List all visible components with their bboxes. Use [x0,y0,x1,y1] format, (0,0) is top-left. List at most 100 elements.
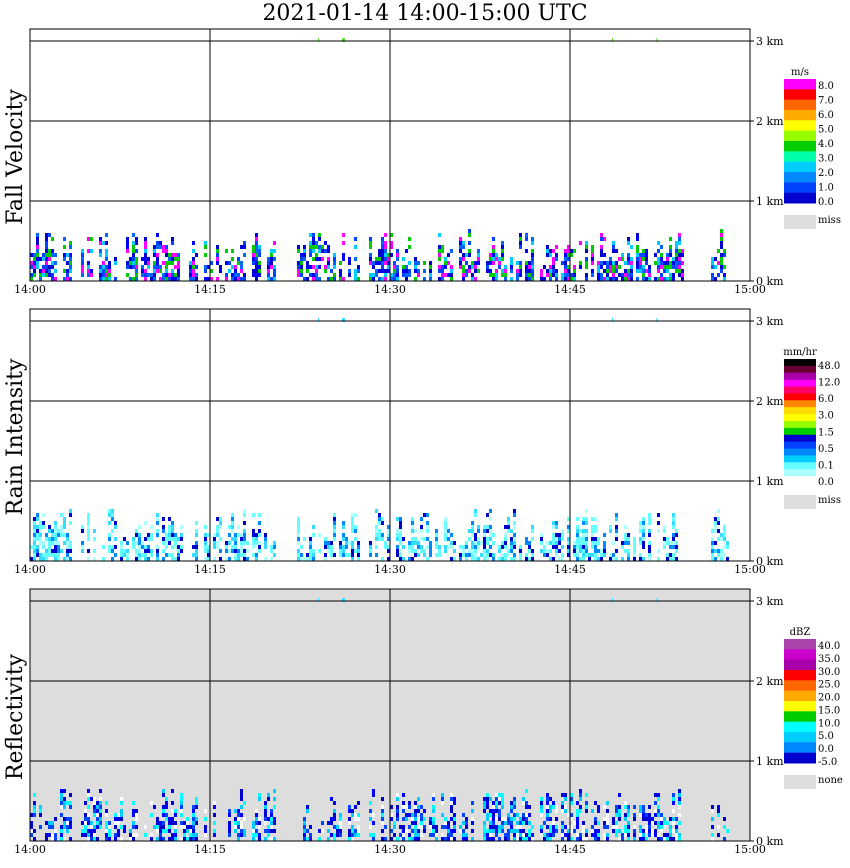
echo-cell [180,837,183,841]
legend-label: 12.0 [818,378,840,389]
echo-cell [243,241,246,245]
echo-cell [126,261,129,265]
echo-cell [351,809,354,813]
echo-cell [393,273,396,277]
plot-frame [29,588,751,842]
echo-cell [114,525,117,529]
echo-cell [30,833,33,837]
echo-cell [348,261,351,265]
echo-cell [165,541,168,545]
echo-cell [498,557,501,561]
echo-cell [156,829,159,833]
echo-cell [132,821,135,825]
echo-cell [159,269,162,273]
echo-cell [57,549,60,553]
echo-cell [411,549,414,553]
echo-cell [576,809,579,813]
echo-cell [576,837,579,841]
echo-cell [234,553,237,557]
echo-cell [90,237,93,241]
echo-cell [333,813,336,817]
echo-cell [642,817,645,821]
echo-cell [165,265,168,269]
legend-label: 0.5 [818,444,834,455]
echo-cell [396,805,399,809]
echo-cell [351,837,354,841]
echo-cell [108,833,111,837]
echo-cell [498,257,501,261]
echo-cell [720,553,723,557]
echo-cell [252,245,255,249]
echo-cell [666,833,669,837]
echo-cell [423,817,426,821]
echo-cell [108,549,111,553]
echo-cell [513,545,516,549]
echo-cell [714,525,717,529]
echo-cell [579,805,582,809]
echo-cell [243,801,246,805]
echo-cell [540,825,543,829]
echo-cell [420,813,423,817]
echo-cell [648,549,651,553]
echo-cell [663,269,666,273]
echo-cell [177,553,180,557]
echo-cell [591,273,594,277]
echo-cell [603,237,606,241]
echo-cell [717,509,720,513]
echo-cell [567,525,570,529]
echo-cell [123,553,126,557]
echo-cell [501,805,504,809]
echo-cell [120,553,123,557]
echo-cell [123,829,126,833]
echo-cell [342,253,345,257]
echo-cell [561,837,564,841]
echo-cell [612,825,615,829]
echo-cell [165,537,168,541]
echo-cell [231,273,234,277]
echo-cell [150,813,153,817]
echo-cell [240,821,243,825]
echo-cell [597,821,600,825]
legend-swatch [784,455,816,463]
echo-cell [180,537,183,541]
echo-cell [381,829,384,833]
echo-cell [414,821,417,825]
echo-cell [474,549,477,553]
echo-cell [618,817,621,821]
echo-cell [297,249,300,253]
echo-cell [507,821,510,825]
echo-cell [414,261,417,265]
echo-cell [513,513,516,517]
echo-cell [498,817,501,821]
echo-cell [483,805,486,809]
echo-cell [546,825,549,829]
echo-cell [246,549,249,553]
echo-cell [45,821,48,825]
echo-cell [231,537,234,541]
echo-cell [624,273,627,277]
echo-cell [405,813,408,817]
echo-cell [504,817,507,821]
echo-cell [234,273,237,277]
echo-cell [162,537,165,541]
echo-cell [273,817,276,821]
echo-cell [195,817,198,821]
echo-cell [558,541,561,545]
echo-cell [177,557,180,561]
echo-cell [582,549,585,553]
echo-cell [381,805,384,809]
echo-cell [606,809,609,813]
echo-cell [492,277,495,281]
echo-cell [675,837,678,841]
echo-cell [723,817,726,821]
echo-cell [441,269,444,273]
echo-cell [531,553,534,557]
echo-cell [414,837,417,841]
echo-cell [342,545,345,549]
echo-cell [630,257,633,261]
legend-label: 1.0 [818,183,834,194]
echo-cell [243,557,246,561]
echo-cell [513,533,516,537]
echo-cell [81,273,84,277]
echo-cell [477,257,480,261]
